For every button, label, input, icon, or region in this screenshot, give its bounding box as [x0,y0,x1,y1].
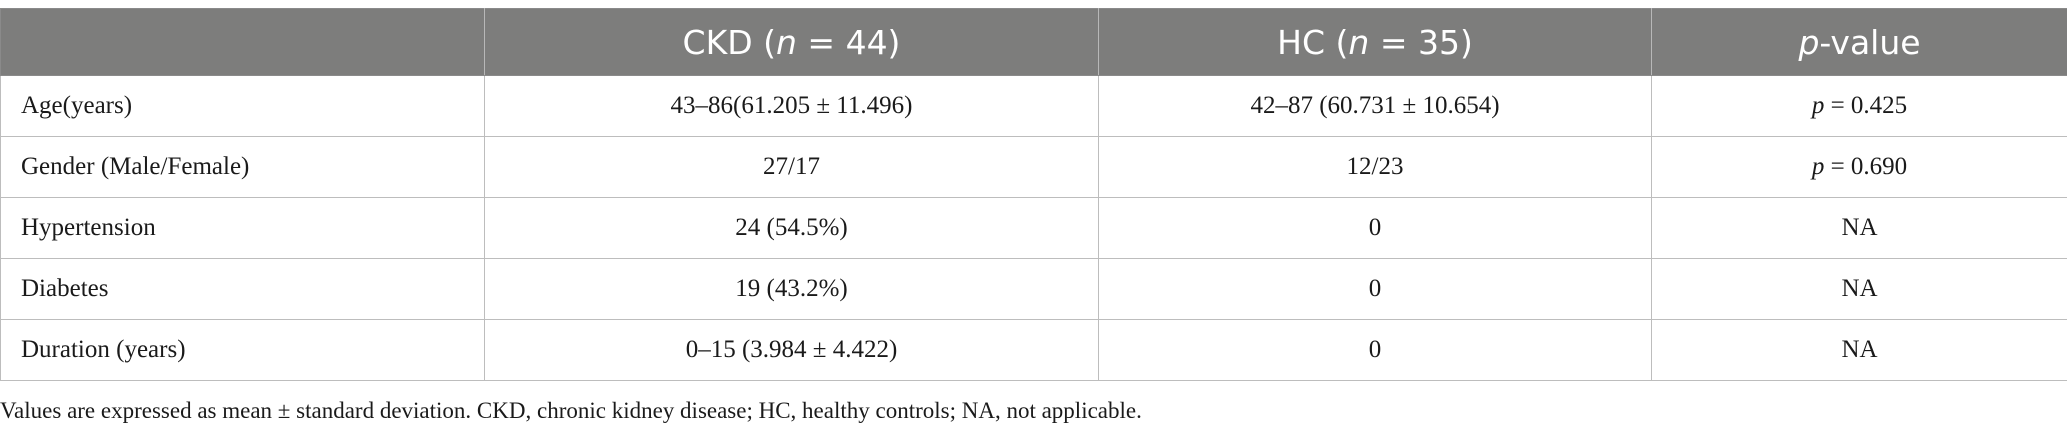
table-row: Duration (years) 0–15 (3.984 ± 4.422) 0 … [0,319,2067,381]
header-row: CKD (n = 44) HC (n = 35) p-value [0,8,2067,76]
hc-cell: 0 [1098,197,1652,259]
p-value-cell: p = 0.425 [1651,75,2067,137]
hc-cell: 0 [1098,258,1652,320]
p-value-cell: NA [1651,258,2067,320]
row-label: Gender (Male/Female) [0,136,485,198]
hc-cell: 0 [1098,319,1652,381]
ckd-cell: 27/17 [484,136,1099,198]
ckd-cell: 0–15 (3.984 ± 4.422) [484,319,1099,381]
row-label: Age(years) [0,75,485,137]
table-row: Age(years) 43–86(61.205 ± 11.496) 42–87 … [0,75,2067,137]
ckd-cell: 24 (54.5%) [484,197,1099,259]
ckd-cell: 19 (43.2%) [484,258,1099,320]
table-row: Hypertension 24 (54.5%) 0 NA [0,197,2067,259]
demographics-table: CKD (n = 44) HC (n = 35) p-value Age(yea… [0,8,2067,381]
p-value-cell: NA [1651,319,2067,381]
row-label: Diabetes [0,258,485,320]
table-footnote: Values are expressed as mean ± standard … [0,398,1142,423]
hc-cell: 12/23 [1098,136,1652,198]
table-row: Gender (Male/Female) 27/17 12/23 p = 0.6… [0,136,2067,198]
header-cell-hc: HC (n = 35) [1098,8,1652,76]
p-value-cell: NA [1651,197,2067,259]
row-label: Duration (years) [0,319,485,381]
demographics-table-container: CKD (n = 44) HC (n = 35) p-value Age(yea… [0,8,2067,381]
p-value-cell: p = 0.690 [1651,136,2067,198]
header-cell-p-value: p-value [1651,8,2067,76]
table-body: Age(years) 43–86(61.205 ± 11.496) 42–87 … [0,75,2067,381]
hc-cell: 42–87 (60.731 ± 10.654) [1098,75,1652,137]
table-header: CKD (n = 44) HC (n = 35) p-value [0,8,2067,76]
table-row: Diabetes 19 (43.2%) 0 NA [0,258,2067,320]
header-cell-ckd: CKD (n = 44) [484,8,1099,76]
ckd-cell: 43–86(61.205 ± 11.496) [484,75,1099,137]
header-cell-label [0,8,485,76]
row-label: Hypertension [0,197,485,259]
